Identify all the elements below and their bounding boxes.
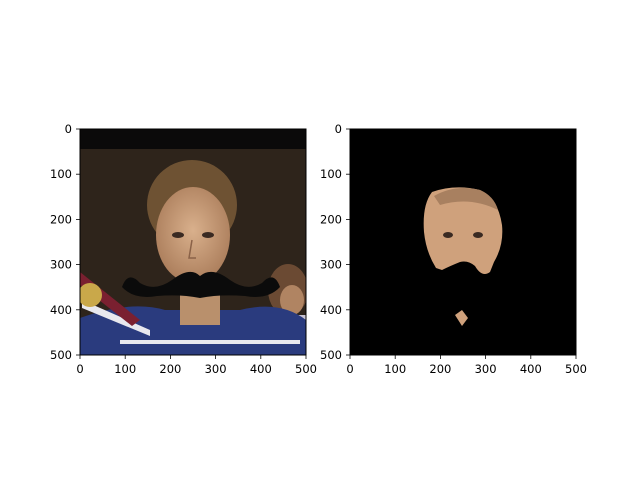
left-image-panel — [80, 129, 306, 355]
right-x-tick-label: 0 — [346, 362, 353, 376]
left-axes-frame — [79, 128, 307, 356]
masked-hair — [434, 188, 498, 210]
right-x-tick-label: 400 — [520, 362, 542, 376]
left-top-band — [80, 129, 306, 149]
masked-right-eye-icon — [473, 232, 483, 238]
left-axis-ticks: 0 100 200 300 400 500 0 100 200 300 400 500 — [50, 122, 317, 376]
right-y-tick-label: 200 — [320, 212, 342, 226]
left-x-tick-label: 0 — [76, 362, 83, 376]
right-y-tick-label: 0 — [335, 122, 342, 136]
right-y-tick-label: 500 — [320, 348, 342, 362]
left-x-tick-label: 100 — [114, 362, 136, 376]
left-y-tick-label: 300 — [50, 258, 72, 272]
left-x-tick-label: 200 — [159, 362, 181, 376]
masked-left-eye-icon — [443, 232, 453, 238]
right-image-panel — [350, 129, 576, 355]
right-x-tick-label: 200 — [429, 362, 451, 376]
jacket-stripe — [120, 340, 300, 344]
left-eye-icon — [172, 232, 184, 238]
right-x-tick-label: 500 — [565, 362, 587, 376]
right-x-tick-label: 300 — [475, 362, 497, 376]
left-x-tick-label: 500 — [295, 362, 317, 376]
masked-chin-patch — [455, 310, 468, 326]
left-y-tick-label: 0 — [65, 122, 72, 136]
left-y-tick-label: 500 — [50, 348, 72, 362]
face — [156, 187, 230, 283]
right-y-tick-label: 100 — [320, 167, 342, 181]
left-y-tick-label: 400 — [50, 303, 72, 317]
masked-face — [423, 187, 503, 274]
left-x-tick-label: 300 — [205, 362, 227, 376]
nose — [188, 239, 196, 259]
jacket-stripe — [82, 300, 150, 336]
left-x-tick-label: 400 — [250, 362, 272, 376]
right-eye-icon — [202, 232, 214, 238]
background-person-right-face — [280, 285, 304, 315]
mustache-icon — [122, 271, 280, 298]
right-y-tick-label: 300 — [320, 258, 342, 272]
right-axis-ticks: 0 100 200 300 400 500 0 100 200 300 400 500 — [320, 122, 587, 376]
left-y-tick-label: 100 — [50, 167, 72, 181]
right-x-tick-label: 100 — [384, 362, 406, 376]
right-y-tick-label: 400 — [320, 303, 342, 317]
right-axes-frame — [349, 128, 577, 356]
medal-icon — [80, 283, 102, 307]
left-y-tick-label: 200 — [50, 212, 72, 226]
